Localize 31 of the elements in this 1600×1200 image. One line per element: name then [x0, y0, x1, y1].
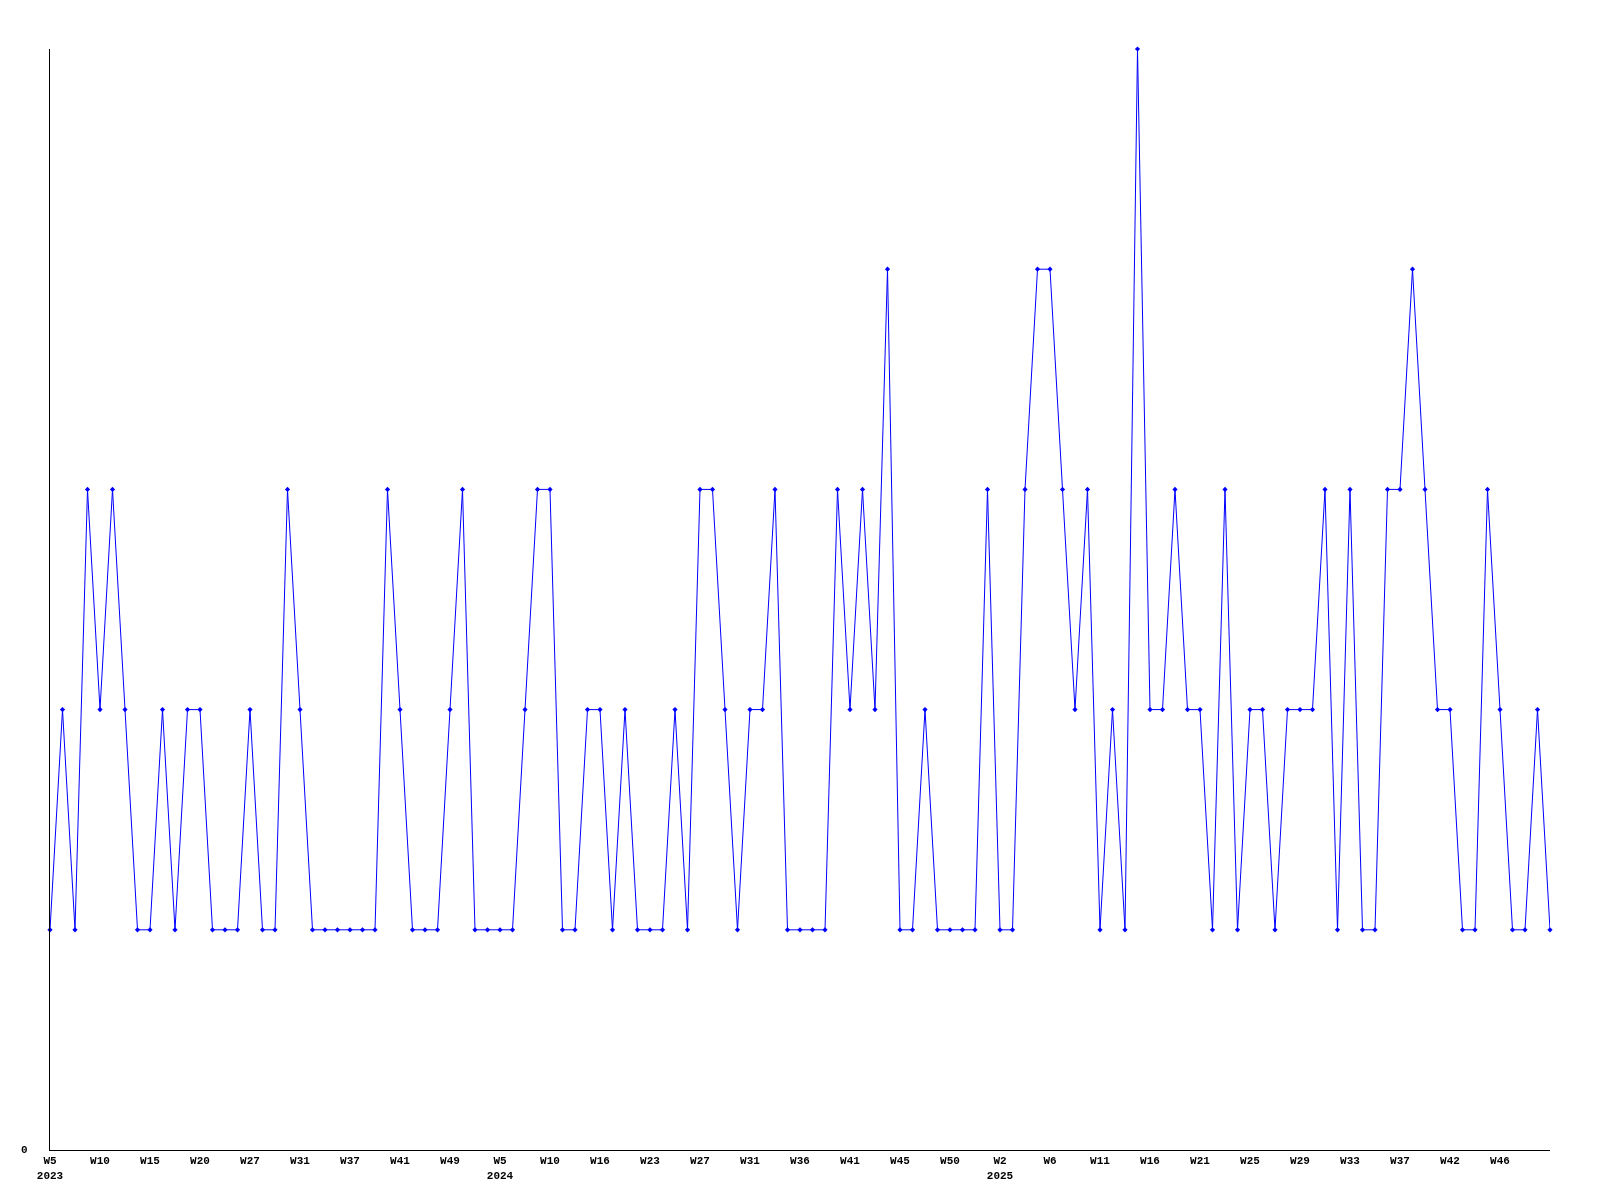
x-tick-label: W16: [1140, 1155, 1160, 1168]
x-tick-label: W6: [1043, 1155, 1057, 1168]
x-tick-label: W37: [1390, 1155, 1410, 1168]
x-tick-label: W31: [290, 1155, 311, 1168]
x-tick-label: W46: [1490, 1155, 1510, 1168]
x-tick-label: W23: [640, 1155, 661, 1168]
x-tick-label: W10: [90, 1155, 110, 1168]
x-tick-label: W31: [740, 1155, 761, 1168]
x-tick-label: W41: [840, 1155, 861, 1168]
x-tick-label: W33: [1340, 1155, 1361, 1168]
x-tick-label: W50: [940, 1155, 960, 1168]
x-tick-label: W16: [590, 1155, 610, 1168]
x-tick-label: W15: [140, 1155, 161, 1168]
x-tick-label: W36: [790, 1155, 810, 1168]
x-tick-label: W5 2023: [36, 1155, 64, 1182]
x-tick-label: W20: [190, 1155, 210, 1168]
x-tick-label: W11: [1090, 1155, 1111, 1168]
text: 0: [21, 1144, 28, 1156]
x-tick-label: W10: [540, 1155, 560, 1168]
x-tick-label: W27: [690, 1155, 710, 1168]
x-tick-label: W25: [1240, 1155, 1261, 1168]
x-tick-label: W29: [1290, 1155, 1310, 1168]
x-tick-label: W49: [440, 1155, 460, 1168]
x-tick-label: W5 2024: [486, 1155, 514, 1182]
x-tick-label: W27: [240, 1155, 260, 1168]
x-tick-label: W41: [390, 1155, 411, 1168]
x-tick-label: W21: [1190, 1155, 1211, 1168]
x-tick-label: W2 2025: [986, 1155, 1014, 1182]
x-tick-label: W45: [890, 1155, 911, 1168]
x-tick-label: W42: [1440, 1155, 1460, 1168]
x-tick-label: W37: [340, 1155, 360, 1168]
